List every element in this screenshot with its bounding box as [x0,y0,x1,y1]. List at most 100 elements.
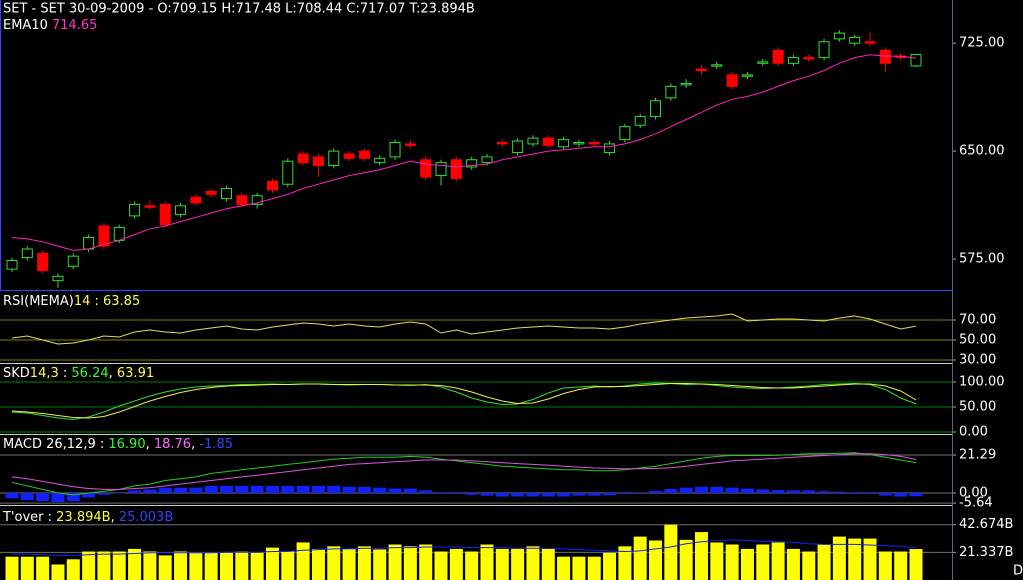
bar [664,524,678,580]
bar [5,556,19,580]
y-tick-label: 650.00 [959,144,1005,159]
candle-body [741,74,753,77]
bar [541,548,555,580]
histogram-bar [863,493,877,494]
candle-body [527,137,539,145]
histogram-bar [235,485,249,494]
bar [36,556,50,580]
histogram-bar [618,493,632,495]
histogram-bar [82,493,96,498]
histogram-bar [756,489,770,494]
bar [403,546,417,580]
histogram-bar [265,485,279,494]
bar [618,546,632,580]
legend-entry: , [146,437,154,452]
bar [863,538,877,580]
bar [878,551,892,580]
candle-body [726,74,738,87]
y-tick-label: 21.337B [959,545,1013,560]
histogram-bar [878,493,892,496]
candle-body [389,141,401,158]
bar [296,542,310,580]
bar [725,544,739,580]
legend-entry: SKD [3,366,30,381]
histogram-bar [802,490,816,494]
candle-body [588,141,600,145]
bar [771,542,785,580]
period-label: D [1013,564,1023,579]
bar [894,551,908,580]
candle-body [67,255,79,267]
candle-body [818,41,830,59]
bar [158,555,172,580]
histogram-bar [572,493,586,496]
candle-body [144,205,156,208]
bar [495,548,509,580]
series-line [11,383,917,419]
y-tick-label: 0.00 [959,425,988,440]
legend: MACD 26,12,9 : 16.90, 18.76, -1.85 [3,437,233,452]
histogram-bar [633,492,647,494]
candle-body [159,203,171,226]
bar [679,539,693,580]
legend-entry: RSI(MEMA) [3,294,74,309]
candle-body [864,41,876,44]
candle-body [803,57,815,60]
candle-body [129,203,141,217]
histogram-bar [480,493,494,496]
candle-body [833,32,845,40]
histogram-bar [342,486,356,494]
histogram-bar [66,493,80,502]
histogram-bar [434,492,448,494]
candle-body [757,61,769,64]
bar [112,551,126,580]
histogram-bar [786,490,800,494]
histogram-bar [557,493,571,497]
candle-body [619,126,631,141]
candle-body [512,140,524,154]
y-tick-label: -5.64 [959,496,993,511]
y-tick-label: 30.00 [959,353,996,368]
y-tick-label: 42.674B [959,517,1013,532]
legend-entry: 63.91 [117,366,154,381]
bar [480,544,494,580]
bar [82,551,96,580]
bar [143,551,157,580]
bar [694,532,708,580]
legend: EMA10 714.65 [3,18,97,33]
bar [817,544,831,580]
histogram-bar [220,485,234,494]
histogram-bar [848,492,862,494]
bar [327,546,341,580]
bar [710,542,724,580]
histogram-bar [740,488,754,494]
bar [97,551,111,580]
legend-entry: 25.003B [119,510,173,525]
histogram-bar [36,493,50,502]
legend-entry: 56.24 [71,366,108,381]
histogram-bar [603,493,617,496]
candle-body [21,248,33,259]
histogram-bar [694,486,708,494]
frame [0,0,953,580]
bar [649,540,663,580]
histogram-bar [465,493,479,495]
y-tick-label: 21.29 [959,448,996,463]
candle-body [787,57,799,64]
series-line [12,539,917,556]
bar [174,551,188,580]
candle-body [98,225,110,247]
series-line [11,453,917,490]
candle-body [343,153,355,159]
histogram-bar [419,490,433,494]
y-tick-label: 100.00 [959,375,1005,390]
legend-entry: EMA10 [3,18,48,33]
bar [419,544,433,580]
candle-body [450,159,462,179]
histogram-bar [20,493,34,501]
series-line [11,54,917,251]
bar [51,564,65,580]
candle-body [496,141,508,145]
candle-body [328,150,340,167]
